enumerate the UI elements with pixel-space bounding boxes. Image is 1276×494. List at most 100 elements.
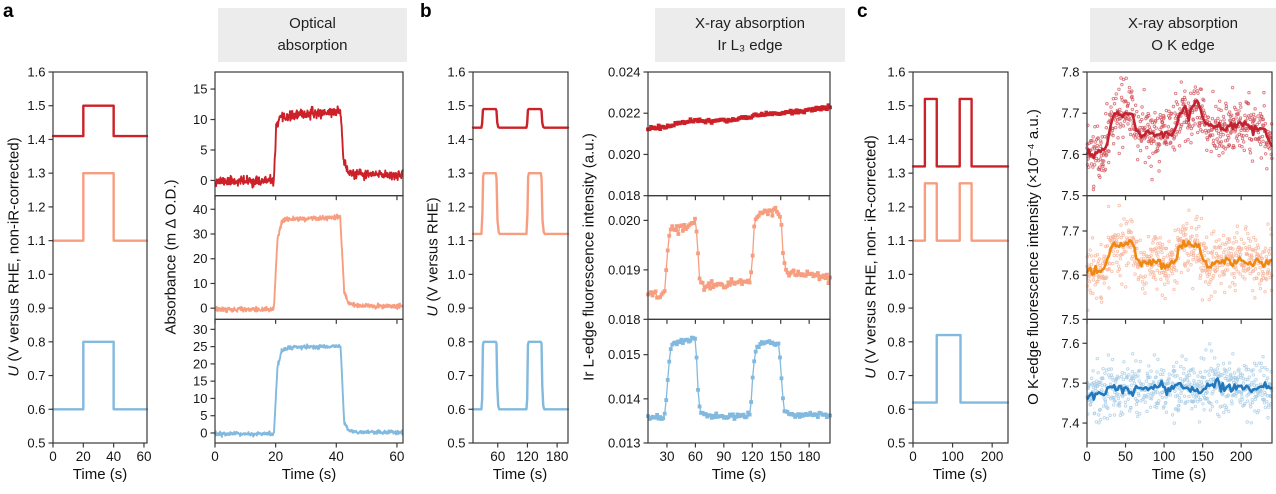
svg-text:1.5: 1.5 [447,98,465,113]
x-axis-label-a-response: Time (s) [281,466,337,483]
svg-text:1.2: 1.2 [27,199,45,214]
svg-text:1.5: 1.5 [27,98,45,113]
svg-text:5: 5 [200,142,207,157]
optical-absorption-header: Optical absorption [218,8,407,62]
svg-text:1.6: 1.6 [447,65,465,80]
svg-text:0.9: 0.9 [887,301,905,316]
svg-text:0: 0 [200,301,207,316]
svg-text:30: 30 [193,322,207,337]
svg-text:10: 10 [193,112,207,127]
svg-text:0.018: 0.018 [608,312,641,327]
xray-o-k-header: X-ray absorption O K edge [1090,8,1276,62]
svg-text:7.7: 7.7 [1061,106,1079,121]
y-axis-label-c-voltage: U (V versus RHE, non- iR-corrected) [863,135,880,378]
svg-text:0.013: 0.013 [608,436,641,451]
svg-text:0.8: 0.8 [887,334,905,349]
svg-text:0.8: 0.8 [27,334,45,349]
svg-text:180: 180 [546,449,569,464]
svg-text:0.020: 0.020 [608,147,641,162]
svg-text:25: 25 [193,339,207,354]
svg-text:0: 0 [49,449,57,464]
svg-text:1.4: 1.4 [887,132,905,147]
svg-text:60: 60 [136,449,151,464]
svg-text:0.9: 0.9 [27,301,45,316]
svg-text:90: 90 [716,449,731,464]
svg-text:0.7: 0.7 [887,368,905,383]
svg-text:7.6: 7.6 [1061,268,1079,283]
svg-text:0.8: 0.8 [447,334,465,349]
svg-text:0.024: 0.024 [608,65,641,80]
header-line: X-ray absorption [1127,15,1239,33]
svg-text:0.018: 0.018 [608,188,641,203]
ylabel-text: Absorbance (m Δ O.D.) [162,179,180,335]
svg-text:1.3: 1.3 [887,166,905,181]
x-axis-label-c-response: Time (s) [1151,466,1207,483]
svg-text:1.4: 1.4 [447,132,465,147]
x-axis-label-b-voltage: Time (s) [492,466,548,483]
x-axis-label-a-voltage: Time (s) [72,466,128,483]
header-line: absorption [277,37,348,54]
svg-text:40: 40 [193,202,207,217]
svg-text:30: 30 [193,227,207,242]
panel-a-label: a [3,1,14,22]
svg-text:0.7: 0.7 [27,368,45,383]
x-axis-label-b-response: Time (s) [711,466,767,483]
svg-text:1.0: 1.0 [27,267,45,282]
svg-text:0.6: 0.6 [27,402,45,417]
svg-text:20: 20 [76,449,91,464]
svg-text:0: 0 [200,425,207,440]
svg-text:0: 0 [211,449,219,464]
svg-text:7.5: 7.5 [1061,312,1079,327]
svg-text:0: 0 [909,449,917,464]
chart-b-voltage: 0.5 0.6 0.7 0.8 0.9 1.0 1.1 1.2 1.3 1.4 1.5 1.6 60 12… [447,65,570,464]
italic-u: U [862,367,880,379]
svg-text:1.2: 1.2 [447,199,465,214]
svg-text:7.7: 7.7 [1061,224,1079,239]
ylabel-rest: (V versus RHE, non- iR-corrected) [862,135,880,368]
svg-text:120: 120 [741,449,764,464]
y-axis-label-b-fluorescence: Ir L-edge fluorescence intensity (a.u.) [581,133,598,381]
svg-text:1.4: 1.4 [27,132,45,147]
svg-text:200: 200 [981,449,1004,464]
header-line: Ir L₃ edge [717,37,783,54]
svg-text:1.6: 1.6 [27,65,45,80]
svg-text:0.5: 0.5 [887,436,905,451]
svg-text:40: 40 [329,449,344,464]
chart-a-voltage: 0.5 0.6 0.7 0.8 0.9 1.0 1.1 1.2 1.3 1.4 1.5 1.6 0 20 4… [27,65,151,465]
svg-text:1.1: 1.1 [447,233,465,248]
chart-b-response: 0.018 0.020 0.022 0.024 0.018 0.019 0.020 0.013… [608,65,832,464]
svg-text:5: 5 [200,408,207,423]
svg-text:0.7: 0.7 [447,368,465,383]
svg-text:1.3: 1.3 [447,166,465,181]
y-axis-label-a-voltage: U (V versus RHE, non-iR-corrected) [6,137,23,376]
svg-text:0: 0 [200,173,207,188]
ylabel-text: O K-edge fluorescence intensity (×10⁻⁴ a… [1025,109,1042,405]
svg-text:10: 10 [193,391,207,406]
svg-text:0.5: 0.5 [447,436,465,451]
svg-text:20: 20 [268,449,283,464]
svg-text:7.8: 7.8 [1061,65,1079,80]
svg-text:180: 180 [798,449,821,464]
svg-text:20: 20 [193,356,207,371]
svg-text:0.020: 0.020 [608,213,641,228]
svg-text:0: 0 [1083,449,1091,464]
svg-text:15: 15 [193,82,207,97]
header-line: X-ray absorption [694,15,806,33]
svg-text:60: 60 [389,449,404,464]
svg-text:10: 10 [193,276,207,291]
svg-text:40: 40 [106,449,121,464]
chart-a-response: 0 5 10 15 0 10 20 30 40 0 5 10 15 20 25 30 0 20 40 60 [193,71,404,464]
svg-text:100: 100 [941,449,964,464]
svg-text:150: 150 [769,449,792,464]
svg-text:15: 15 [193,374,207,389]
header-line: Optical [289,15,336,33]
svg-text:7.5: 7.5 [1061,188,1079,203]
xray-ir-l3-header: X-ray absorption Ir L₃ edge [655,8,845,62]
svg-text:0.019: 0.019 [608,262,641,277]
svg-text:1.6: 1.6 [887,65,905,80]
svg-text:120: 120 [516,449,539,464]
header-line: O K edge [1151,37,1215,54]
svg-text:1.0: 1.0 [447,267,465,282]
svg-text:7.4: 7.4 [1061,416,1079,431]
chart-c-response: 7.5 7.6 7.7 7.8 7.5 7.6 7.7 7.4 7.5 7.6 0 50 100 150 2… [1061,65,1274,464]
